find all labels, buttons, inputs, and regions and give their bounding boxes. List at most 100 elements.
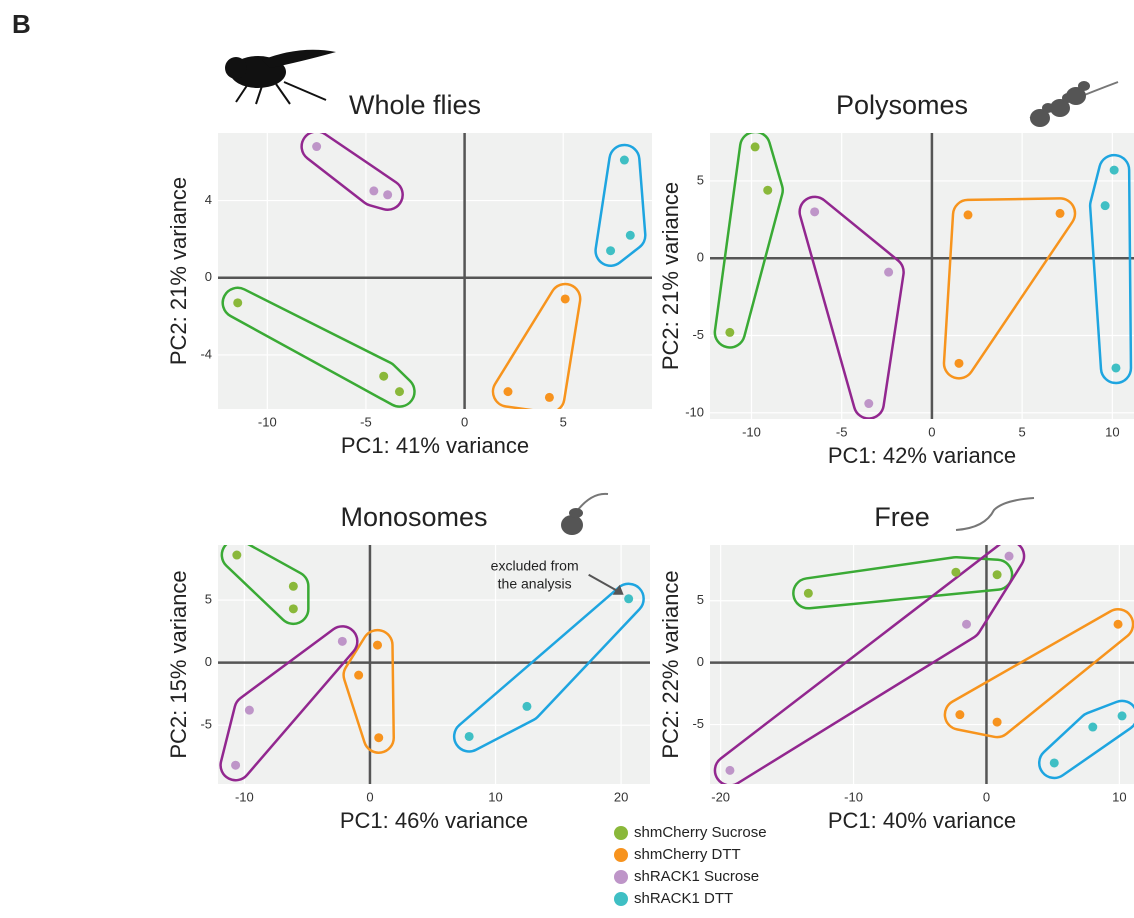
y-tick-label: -5 [692, 327, 704, 342]
point [1118, 711, 1127, 720]
annotation: the analysis [498, 576, 572, 592]
point [1056, 209, 1065, 218]
point [763, 186, 772, 195]
figure: B -10-505-404Whole fliesPC1: 41% varianc… [0, 0, 1134, 918]
y-tick-label: -5 [692, 716, 704, 731]
point [373, 641, 382, 650]
point [1050, 758, 1059, 767]
point [1101, 201, 1110, 210]
point [1110, 166, 1119, 175]
x-tick-label: -10 [844, 789, 863, 804]
x-axis-label: PC1: 40% variance [828, 808, 1016, 833]
point [962, 620, 971, 629]
legend-label: shRACK1 Sucrose [634, 868, 759, 885]
y-tick-label: 5 [697, 172, 704, 187]
point [369, 186, 378, 195]
y-tick-label: -10 [685, 404, 704, 419]
point [395, 387, 404, 396]
point [954, 359, 963, 368]
x-tick-label: 0 [366, 789, 373, 804]
x-tick-label: 0 [461, 414, 468, 429]
point [606, 246, 615, 255]
point [626, 231, 635, 240]
y-axis-label: PC2: 21% variance [166, 177, 191, 365]
point [725, 766, 734, 775]
legend-marker [614, 848, 628, 862]
x-tick-label: 10 [1105, 424, 1119, 439]
x-axis-label: PC1: 42% variance [828, 443, 1016, 468]
point [955, 710, 964, 719]
point [993, 718, 1002, 727]
legend-label: shRACK1 DTT [634, 890, 733, 907]
point [1114, 620, 1123, 629]
x-tick-label: 0 [983, 789, 990, 804]
mrna-icon [956, 498, 1034, 530]
x-tick-label: 10 [1112, 789, 1126, 804]
point [522, 702, 531, 711]
point [503, 387, 512, 396]
x-tick-label: -10 [258, 414, 277, 429]
chart-title: Whole flies [349, 90, 481, 120]
chart-title: Free [874, 502, 930, 532]
y-tick-label: 0 [697, 250, 704, 265]
y-tick-label: -4 [200, 346, 212, 361]
x-tick-label: -20 [711, 789, 730, 804]
y-tick-label: -5 [200, 717, 212, 732]
point [231, 761, 240, 770]
point [338, 637, 347, 646]
point [289, 604, 298, 613]
x-tick-label: 5 [1019, 424, 1026, 439]
x-tick-label: 0 [928, 424, 935, 439]
legend-marker [614, 870, 628, 884]
annotation: excluded from [491, 558, 579, 574]
chart-title: Polysomes [836, 90, 968, 120]
legend-marker [614, 826, 628, 840]
point [951, 568, 960, 577]
point [312, 142, 321, 151]
point [545, 393, 554, 402]
point [620, 156, 629, 165]
point [993, 570, 1002, 579]
point [465, 732, 474, 741]
point [1088, 723, 1097, 732]
x-tick-label: -10 [235, 789, 254, 804]
plot-background [710, 133, 1134, 419]
point [810, 207, 819, 216]
point [725, 328, 734, 337]
plot-background [218, 545, 650, 784]
point [1111, 363, 1120, 372]
point [804, 589, 813, 598]
point [751, 142, 760, 151]
y-axis-label: PC2: 15% variance [166, 570, 191, 758]
fly-icon [225, 50, 336, 104]
point [1005, 552, 1014, 561]
point [374, 733, 383, 742]
point [884, 268, 893, 277]
y-tick-label: 5 [697, 592, 704, 607]
plot-background [218, 133, 652, 409]
point [233, 298, 242, 307]
point [379, 372, 388, 381]
x-tick-label: -5 [360, 414, 372, 429]
x-tick-label: 5 [560, 414, 567, 429]
point [245, 706, 254, 715]
point [232, 551, 241, 560]
polysome-icon [1030, 81, 1118, 127]
legend-label: shmCherry DTT [634, 846, 741, 863]
point [383, 190, 392, 199]
point [964, 210, 973, 219]
y-tick-label: 0 [205, 654, 212, 669]
x-tick-label: 20 [614, 789, 628, 804]
legend-label: shmCherry Sucrose [634, 824, 767, 841]
x-axis-label: PC1: 46% variance [340, 808, 528, 833]
panel-label: B [12, 9, 31, 39]
point [624, 594, 633, 603]
point [864, 399, 873, 408]
y-tick-label: 0 [205, 269, 212, 284]
y-tick-label: 5 [205, 591, 212, 606]
legend-marker [614, 892, 628, 906]
y-tick-label: 0 [697, 654, 704, 669]
point [289, 582, 298, 591]
x-axis-label: PC1: 41% variance [341, 433, 529, 458]
point [354, 671, 363, 680]
